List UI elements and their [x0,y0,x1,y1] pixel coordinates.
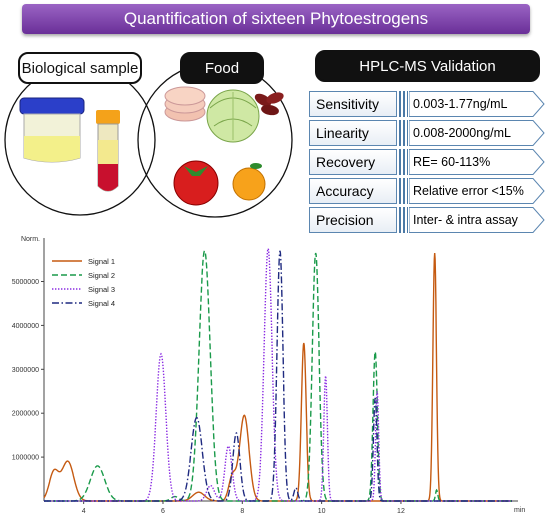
y-tick-label: 1000000 [12,455,39,462]
y-tick-label: 2000000 [12,411,39,418]
validation-label-1: Linearity [309,120,397,146]
beans-icon [254,92,284,116]
blood-tube-icon [96,110,120,192]
validation-value-text: Relative error <15% [413,184,524,198]
legend-item: Signal 4 [52,296,115,310]
validation-value-2: RE= 60-113% [409,149,545,175]
validation-value-text: 0.003-1.77ng/mL [413,97,508,111]
legend-swatch [52,260,82,262]
validation-label-2: Recovery [309,149,397,175]
chromatogram-chart: Norm. min 1000000 2000000 3000000 4000000 5000… [12,236,526,515]
x-tick-label: 6 [161,508,165,515]
title-banner: Quantification of sixteen Phytoestrogens [22,4,530,34]
validation-separator [399,178,408,204]
legend-label: Signal 4 [88,298,116,308]
x-tick-label: 12 [397,508,405,515]
sausage-slices-icon [164,86,206,122]
legend-item: Signal 1 [52,254,115,268]
validation-header: HPLC-MS Validation [315,50,540,82]
x-tick-label: 8 [240,508,244,515]
validation-label-0: Sensitivity [309,91,397,117]
validation-separator [399,91,408,117]
validation-value-0: 0.003-1.77ng/mL [409,91,545,117]
validation-separator [399,120,408,146]
urine-jar-icon [19,97,85,163]
sample-illustration [4,62,293,218]
orange-icon [232,163,266,201]
bio-sample-header: Biological sample [18,52,142,84]
validation-separator [399,207,408,233]
y-tick-label: 4000000 [12,323,39,330]
x-axis-label: min [514,507,525,514]
legend-swatch [52,288,82,290]
legend-label: Signal 3 [88,284,116,294]
x-tick-label: 4 [82,508,86,515]
series-line-signal-4 [44,250,512,502]
validation-value-4: Inter- & intra assay [409,207,545,233]
y-axis-label: Norm. [21,236,40,243]
validation-label-3: Accuracy [309,178,397,204]
legend-label: Signal 1 [88,256,116,266]
validation-value-3: Relative error <15% [409,178,545,204]
validation-value-text: Inter- & intra assay [413,213,518,227]
validation-label-4: Precision [309,207,397,233]
y-tick-label: 3000000 [12,367,39,374]
legend-swatch [52,274,82,276]
legend-swatch [52,302,82,304]
food-header: Food [180,52,264,84]
legend-label: Signal 2 [88,270,116,280]
validation-value-text: 0.008-2000ng/mL [413,126,511,140]
validation-value-text: RE= 60-113% [413,155,491,169]
validation-separator [399,149,408,175]
legend-item: Signal 2 [52,268,115,282]
tomato-icon [173,160,219,206]
y-tick-label: 5000000 [12,279,39,286]
cabbage-icon [206,89,260,143]
x-tick-label: 10 [318,508,326,515]
chart-legend: Signal 1 Signal 2 Signal 3 Signal 4 [52,254,115,310]
validation-value-1: 0.008-2000ng/mL [409,120,545,146]
legend-item: Signal 3 [52,282,115,296]
